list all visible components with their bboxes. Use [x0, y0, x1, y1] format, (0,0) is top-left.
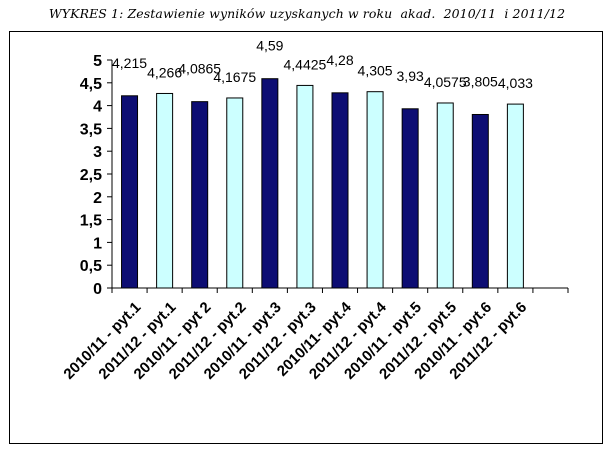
bar: [191, 101, 209, 289]
y-tick-label: 1,5: [80, 213, 102, 230]
data-label: 3,805: [463, 73, 498, 89]
data-label: 4,033: [498, 75, 533, 91]
y-tick-label: 0: [93, 281, 102, 298]
data-label: 4,0865: [178, 61, 221, 77]
data-label: 4,4425: [284, 56, 327, 72]
data-label: 4,28: [326, 52, 353, 68]
data-label: 4,1675: [213, 69, 256, 85]
y-tick-label: 1: [93, 235, 102, 252]
y-tick-label: 0,5: [80, 258, 102, 275]
y-tick-label: 4,5: [80, 76, 102, 93]
data-label: 4,59: [256, 38, 283, 54]
bar: [331, 92, 349, 289]
bar: [121, 95, 139, 289]
y-tick-label: 5: [93, 53, 102, 70]
chart-frame: [9, 31, 603, 444]
bar: [296, 84, 314, 289]
data-label: 4,0575: [424, 74, 467, 90]
y-tick-label: 4: [93, 99, 102, 116]
data-label: 4,305: [358, 63, 393, 79]
data-label: 4,266: [147, 64, 182, 80]
y-tick-label: 2,5: [80, 167, 102, 184]
data-label: 3,93: [397, 68, 424, 84]
bar: [506, 103, 524, 289]
y-tick-label: 2: [93, 190, 102, 207]
bar: [226, 97, 244, 289]
bar: [436, 102, 454, 289]
bar: [366, 91, 384, 289]
data-label: 4,215: [112, 55, 147, 71]
y-tick-label: 3: [93, 144, 102, 161]
y-tick-label: 3,5: [80, 121, 102, 138]
bar: [401, 108, 419, 289]
chart-caption: WYKRES 1: Zestawienie wyników uzyskanych…: [48, 6, 566, 21]
bar: [261, 78, 279, 289]
bar: [471, 113, 489, 289]
bar: [156, 92, 174, 289]
